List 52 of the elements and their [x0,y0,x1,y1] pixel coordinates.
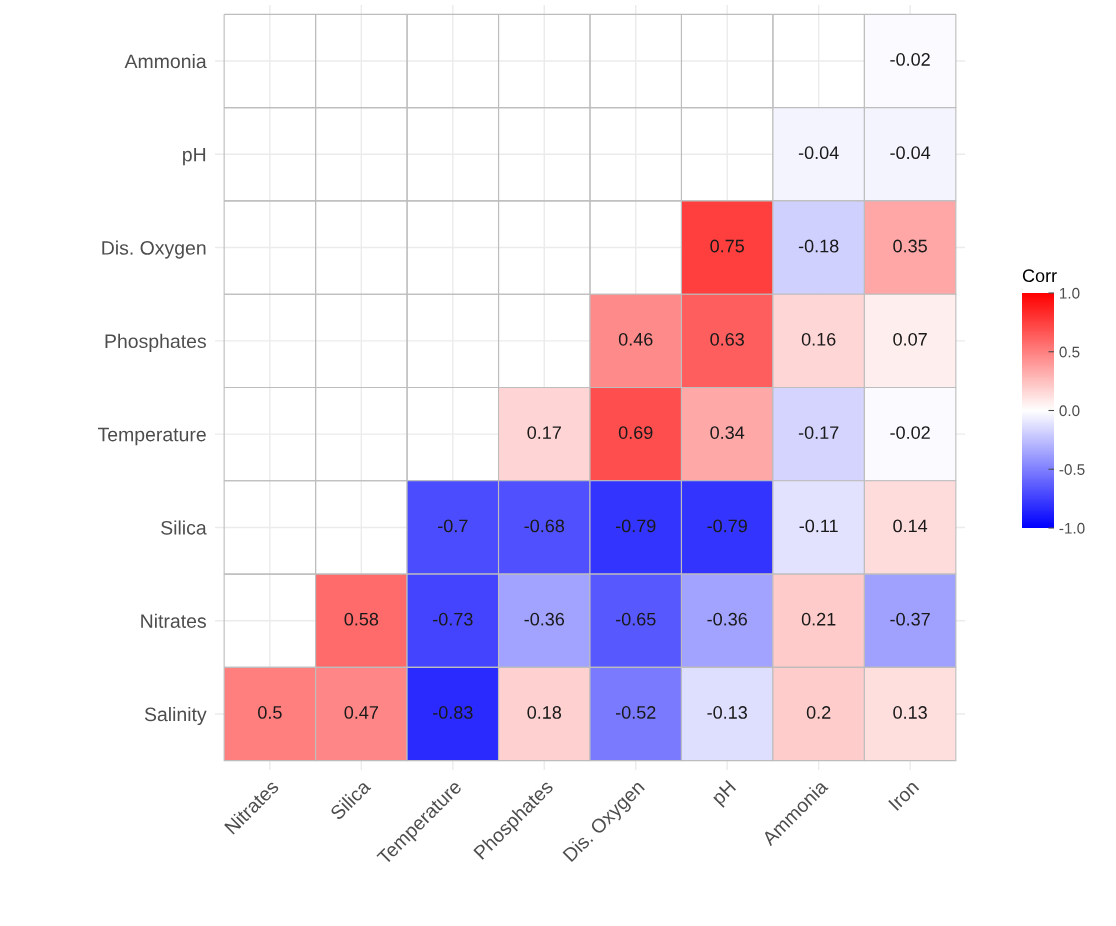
y-tick-label: Silica [161,520,207,535]
data-label: -0.04 [890,146,931,160]
x-tick-label: pH [711,779,739,808]
data-label: 0.16 [801,332,836,346]
y-tick-label: Nitrates [141,613,206,628]
data-label: -0.68 [524,519,565,533]
data-label: -0.02 [890,426,930,439]
data-label: 0.69 [618,426,653,439]
color-bar-label: -1.0 [1059,522,1085,534]
data-label: -0.17 [798,426,839,439]
data-label: -0.73 [433,612,473,626]
data-label: -0.79 [615,519,656,533]
data-label: 0.21 [801,612,836,626]
color-bar-title: Corr [1022,269,1057,283]
y-tick-label: Phosphates [105,333,206,352]
y-tick-label: Temperature [97,427,206,446]
color-bar-label: 0.5 [1059,346,1080,358]
y-tick-label: Salinity [144,706,207,726]
data-label: 0.13 [893,706,927,719]
data-label: 0.35 [893,239,927,253]
data-label: -0.52 [615,706,656,719]
data-label: 0.75 [710,239,745,253]
y-tick-label: Ammonia [124,53,207,69]
data-label: 0.34 [710,426,745,439]
data-label: -0.79 [707,519,747,533]
data-label: 0.47 [344,706,379,719]
data-label: 0.5 [258,706,282,719]
data-label: -0.65 [615,612,656,626]
data-label: -0.11 [799,519,838,533]
color-bar-label: -0.5 [1059,464,1085,475]
data-label: 0.18 [527,706,562,719]
data-label: -0.37 [890,612,930,626]
y-tick-label: Dis. Oxygen [102,240,206,259]
data-label: 0.58 [344,612,379,626]
data-label: 0.07 [893,332,927,346]
x-tick-label: Iron [888,779,920,811]
y-tick-label: pH [183,147,206,166]
data-label: -0.04 [798,146,839,160]
data-label: 0.2 [806,706,831,719]
color-bar-label: 0.0 [1059,405,1080,417]
data-label: 0.17 [527,426,561,439]
data-label: -0.13 [707,706,747,719]
data-label: 0.46 [618,332,653,346]
color-bar-label: 1.0 [1060,287,1080,299]
data-label: -0.36 [707,612,747,626]
data-label: 0.63 [710,332,744,346]
data-label: -0.36 [524,612,565,626]
data-label: -0.7 [438,519,468,533]
data-label: -0.02 [890,53,930,66]
data-label: -0.83 [433,706,473,719]
data-label: 0.14 [893,519,928,533]
data-label: -0.18 [798,239,839,253]
